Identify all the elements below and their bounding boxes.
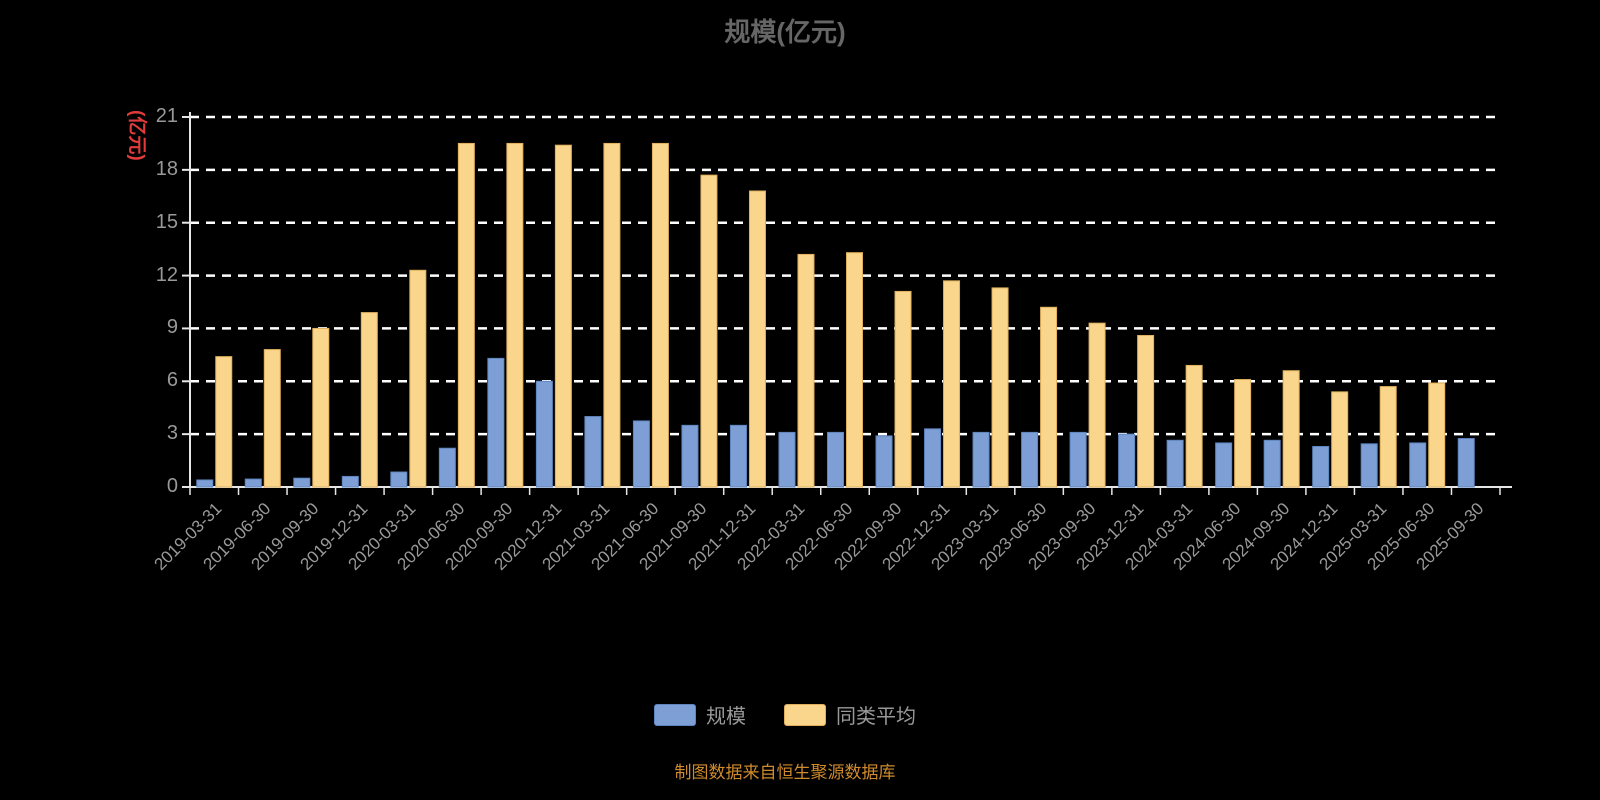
bar-scale [535,380,553,488]
bar-peer-average [1379,386,1397,488]
bar-peer-average [1137,334,1155,488]
bar-scale [1457,438,1475,488]
y-tick-label: 15 [155,210,178,233]
bar-scale [341,475,359,488]
bar-scale [681,424,699,488]
bar-scale [972,431,990,488]
bar-peer-average [457,142,475,488]
y-tick-label: 6 [166,369,178,392]
bar-peer-average [797,253,815,488]
bar-peer-average [1185,364,1203,488]
bar-peer-average [1428,382,1446,488]
y-tick-label: 21 [155,105,178,127]
y-tick-label: 12 [155,263,178,286]
y-tick-label: 3 [166,422,178,445]
bar-scale [244,478,262,488]
bar-scale [487,357,505,488]
bar-peer-average [603,142,621,488]
bar-peer-average [263,349,281,488]
bar-peer-average [651,142,669,488]
bar-peer-average [894,290,912,488]
bar-peer-average [1234,379,1252,488]
bar-peer-average [506,142,524,488]
bar-peer-average [1331,391,1349,488]
bar-scale [196,479,214,488]
bar-scale [438,447,456,488]
bar-scale [1021,431,1039,488]
bar-scale [1360,443,1378,488]
bar-scale [729,424,747,488]
bar-scale [1118,433,1136,488]
chart-legend: 规模 同类平均 [0,700,1570,729]
bar-peer-average [991,287,1009,488]
y-tick-label: 18 [155,157,178,180]
bar-scale [293,477,311,488]
legend-swatch-scale [654,703,696,726]
bar-scale [875,435,893,488]
bar-peer-average [554,144,572,488]
bar-scale [827,431,844,488]
bar-scale [1409,442,1427,488]
legend-item-peer-average[interactable]: 同类平均 [784,700,916,729]
bar-scale [778,431,796,488]
bar-scale [584,416,602,488]
bar-peer-average [1040,306,1058,488]
legend-label-peer-average: 同类平均 [836,706,916,728]
y-tick-label: 9 [166,316,178,339]
bar-peer-average [312,327,330,488]
bar-scale [1215,442,1233,488]
bar-peer-average [700,174,718,488]
bar-peer-average [748,190,766,488]
bar-scale [1312,445,1330,488]
legend-label-scale: 规模 [706,706,746,728]
bar-scale [924,428,942,488]
bar-scale [1166,439,1184,488]
bar-peer-average [1088,322,1106,488]
bar-peer-average [215,356,233,488]
bar-scale [1069,431,1087,488]
chart-title: 规模(亿元) [724,17,846,47]
bar-peer-average [1282,370,1300,488]
legend-item-scale[interactable]: 规模 [654,700,746,729]
y-tick-label: 0 [166,475,178,497]
bar-peer-average [409,269,427,488]
bar-peer-average [360,312,378,488]
bar-scale [390,471,408,488]
bar-scale [1263,439,1281,488]
data-source-note: 制图数据来自恒生聚源数据库 [674,763,896,782]
bar-peer-average [943,280,961,488]
bar-peer-average [846,252,863,488]
bar-scale [632,420,650,488]
legend-swatch-peer-average [784,703,826,726]
